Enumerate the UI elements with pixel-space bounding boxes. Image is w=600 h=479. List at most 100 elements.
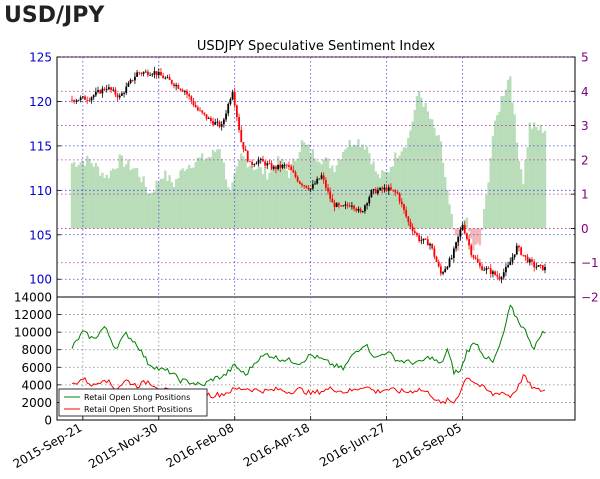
ssi-bar xyxy=(489,158,492,229)
price-candle xyxy=(268,163,271,165)
price-candle xyxy=(374,189,377,194)
positions-tick-label: 6000 xyxy=(21,361,52,375)
ssi-bar xyxy=(409,130,412,229)
price-candle xyxy=(127,83,130,87)
ssi-bar xyxy=(140,182,143,229)
ssi-bar xyxy=(187,165,191,229)
price-candle xyxy=(511,257,514,262)
ssi-bar xyxy=(420,97,423,229)
price-candle xyxy=(209,118,212,122)
positions-tick-label: 4000 xyxy=(21,378,52,392)
price-candle xyxy=(251,161,253,165)
ssi-bar xyxy=(229,190,232,229)
ssi-bar xyxy=(496,115,499,229)
ssi-bar xyxy=(433,127,436,229)
legend-short-label: Retail Open Short Positions xyxy=(84,405,192,414)
legend-long-label: Retail Open Long Positions xyxy=(84,393,190,402)
ssi-bar xyxy=(218,148,221,229)
price-candle xyxy=(446,266,449,269)
ssi-bar xyxy=(200,153,204,229)
price-candle xyxy=(116,94,119,98)
price-candle xyxy=(487,268,490,269)
price-candle xyxy=(253,164,256,166)
ssi-bar xyxy=(426,111,430,229)
ssi-bar xyxy=(276,156,280,229)
ssi-bar xyxy=(85,155,89,229)
ssi-bar xyxy=(146,193,150,229)
ssi-bar xyxy=(515,142,518,229)
price-candle xyxy=(103,88,106,90)
ssi-bar xyxy=(296,158,299,229)
ssi-bar xyxy=(88,158,91,229)
price-candle xyxy=(110,87,112,91)
ssi-bar xyxy=(222,162,226,229)
price-candle xyxy=(329,191,332,199)
ssi-bar xyxy=(530,128,534,229)
ssi-bar xyxy=(385,171,388,229)
price-tick-label: 110 xyxy=(29,184,52,198)
price-candle xyxy=(316,178,319,184)
ssi-bar xyxy=(240,153,243,229)
price-candle xyxy=(175,85,178,87)
ssi-bar xyxy=(116,168,119,229)
price-candle xyxy=(492,271,494,274)
ssi-bar xyxy=(129,170,132,229)
ssi-tick-label: 2 xyxy=(581,153,589,167)
price-candle xyxy=(331,198,334,203)
price-candle xyxy=(285,164,288,166)
ssi-bar xyxy=(216,149,219,229)
ssi-bar xyxy=(480,228,484,231)
date-tick-label: 2015-Sep-21 xyxy=(11,420,85,471)
price-candle xyxy=(533,261,536,268)
price-candle xyxy=(77,99,80,101)
price-candle xyxy=(301,183,303,186)
ssi-bar xyxy=(363,149,367,229)
price-candle xyxy=(370,190,373,198)
price-tick-label: 105 xyxy=(29,228,52,242)
price-candle xyxy=(188,94,191,97)
price-candle xyxy=(364,205,366,212)
price-candle xyxy=(472,255,475,258)
ssi-bar xyxy=(83,165,87,229)
ssi-bar xyxy=(172,187,176,229)
ssi-bar xyxy=(537,130,540,229)
ssi-bar xyxy=(99,175,102,229)
ssi-bar xyxy=(266,179,269,229)
price-candle xyxy=(214,122,217,125)
price-candle xyxy=(318,178,321,180)
price-candle xyxy=(524,255,527,257)
price-candle xyxy=(157,72,160,76)
ssi-bar xyxy=(144,186,147,229)
price-candle xyxy=(75,100,78,102)
price-candle xyxy=(231,92,234,100)
ssi-bar xyxy=(391,166,395,229)
ssi-bar xyxy=(168,175,171,229)
ssi-bar xyxy=(292,158,295,229)
ssi-bar xyxy=(79,162,82,229)
ssi-tick-label: −1 xyxy=(581,256,599,270)
ssi-bar xyxy=(467,228,471,232)
price-candle xyxy=(366,203,368,206)
price-candle xyxy=(394,190,397,193)
price-candle xyxy=(377,190,379,194)
price-candle xyxy=(225,113,227,120)
price-candle xyxy=(168,77,171,81)
price-candle xyxy=(494,271,496,275)
ssi-bar xyxy=(372,161,375,229)
price-candle xyxy=(203,112,206,115)
price-candle xyxy=(88,100,91,101)
price-candle xyxy=(387,187,390,191)
price-candle xyxy=(257,159,260,164)
price-candle xyxy=(94,91,97,96)
ssi-bar xyxy=(472,228,475,251)
ssi-bar xyxy=(203,160,206,229)
ssi-bar xyxy=(90,163,93,229)
price-candle xyxy=(400,201,403,205)
price-candle xyxy=(411,226,414,232)
price-candle xyxy=(166,77,169,79)
ssi-bar xyxy=(289,164,293,229)
ssi-bar xyxy=(313,158,317,229)
date-tick-label: 2016-Sep-05 xyxy=(390,420,464,471)
ssi-tick-label: 4 xyxy=(581,85,589,99)
